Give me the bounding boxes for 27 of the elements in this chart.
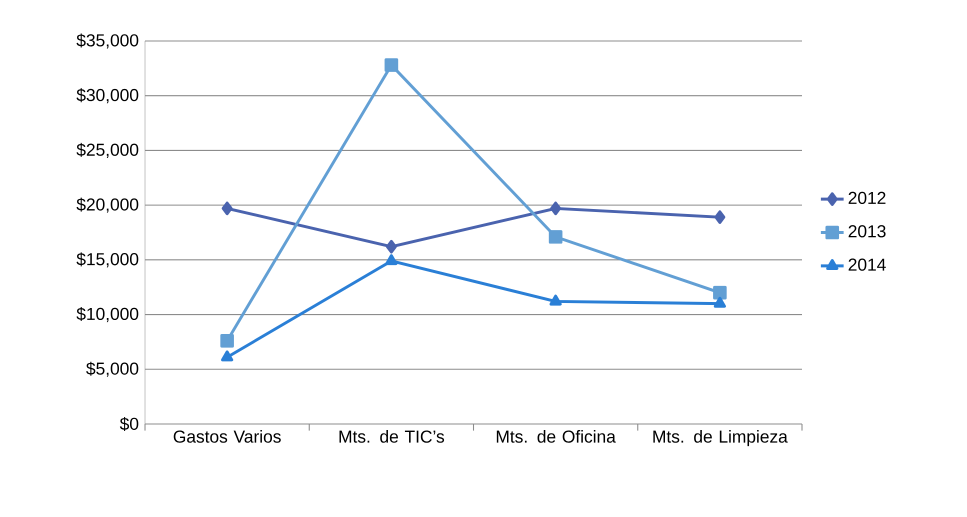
- y-tick-label: $25,000: [76, 142, 138, 158]
- point: [550, 202, 562, 216]
- y-tick-label: $15,000: [76, 252, 138, 268]
- y-tick-label: $5,000: [86, 362, 138, 377]
- x-tick-label: Mts. de TIC’s: [340, 430, 444, 443]
- point: [384, 58, 398, 72]
- y-tick-label: $10,000: [76, 307, 138, 322]
- point: [386, 240, 397, 254]
- point: [385, 254, 398, 266]
- y-tick-label: $35,000: [76, 33, 138, 49]
- point: [548, 230, 562, 244]
- x-tick-label: Mts. de Oficina: [496, 430, 616, 443]
- legend-label: 2014: [848, 258, 886, 271]
- point: [220, 334, 234, 348]
- point: [713, 286, 727, 300]
- y-tick-label: $0: [120, 416, 138, 431]
- point: [221, 350, 234, 362]
- point: [550, 294, 562, 306]
- point: [714, 210, 726, 224]
- y-tick-label: $20,000: [76, 198, 138, 213]
- point: [714, 296, 726, 308]
- legend-label: 2012: [848, 192, 886, 204]
- x-tick-label: Gastos Varios: [174, 430, 281, 443]
- point: [222, 202, 233, 216]
- y-tick-label: $30,000: [76, 88, 138, 104]
- legend-label: 2013: [848, 225, 886, 238]
- x-tick-label: Mts. de Limpieza: [653, 430, 788, 446]
